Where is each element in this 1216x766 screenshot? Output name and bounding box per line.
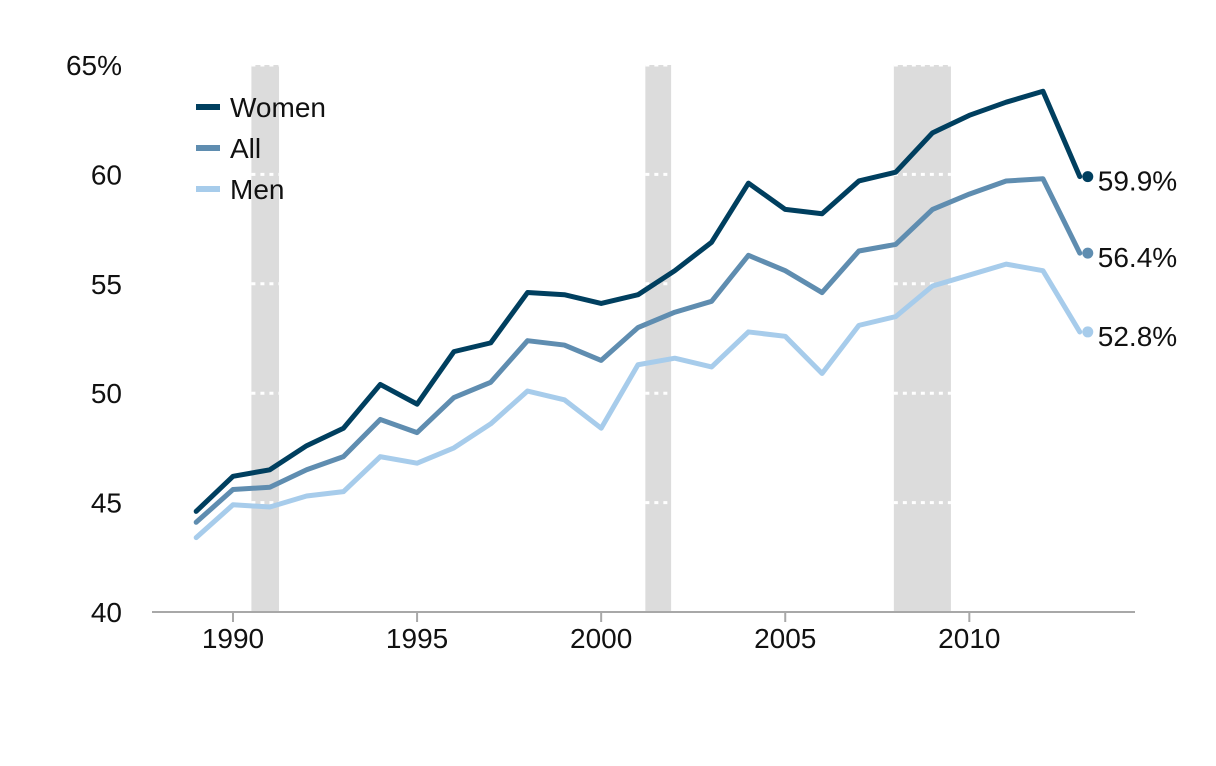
legend-label-all: All: [230, 133, 261, 164]
end-label-men: 52.8%: [1098, 321, 1177, 352]
x-tick-label: 2000: [570, 623, 632, 654]
recession-band: [251, 65, 280, 612]
end-marker-women: [1082, 171, 1094, 183]
recession-band: [893, 65, 951, 612]
legend: Women All Men: [196, 92, 326, 205]
legend-label-men: Men: [230, 174, 284, 205]
series-lines: 59.9% 56.4% 52.8%: [193, 88, 1177, 541]
x-tick-label: 2010: [938, 623, 1000, 654]
end-marker-all: [1082, 247, 1094, 259]
y-tick-label: 40: [91, 597, 122, 628]
recession-bands: [251, 65, 951, 612]
y-tick-label: 50: [91, 378, 122, 409]
x-tick-label: 1995: [386, 623, 448, 654]
y-tick-label: 45: [91, 488, 122, 519]
x-tick-label: 2005: [754, 623, 816, 654]
end-label-women: 59.9%: [1098, 166, 1177, 197]
series-line-women: [193, 88, 1083, 514]
series-line-all: [193, 176, 1083, 525]
end-marker-men: [1082, 326, 1094, 338]
legend-label-women: Women: [230, 92, 326, 123]
y-tick-label: 60: [91, 159, 122, 190]
series-line-men: [193, 261, 1083, 541]
y-tick-label: 65%: [66, 50, 122, 81]
end-label-all: 56.4%: [1098, 242, 1177, 273]
axes: 1990 1995 2000 2005 2010 40 45 50 55 60 65%: [66, 50, 1135, 654]
recession-band: [645, 65, 672, 612]
y-tick-label: 55: [91, 269, 122, 300]
band-gridlines: [251, 63, 951, 505]
x-tick-label: 1990: [202, 623, 264, 654]
